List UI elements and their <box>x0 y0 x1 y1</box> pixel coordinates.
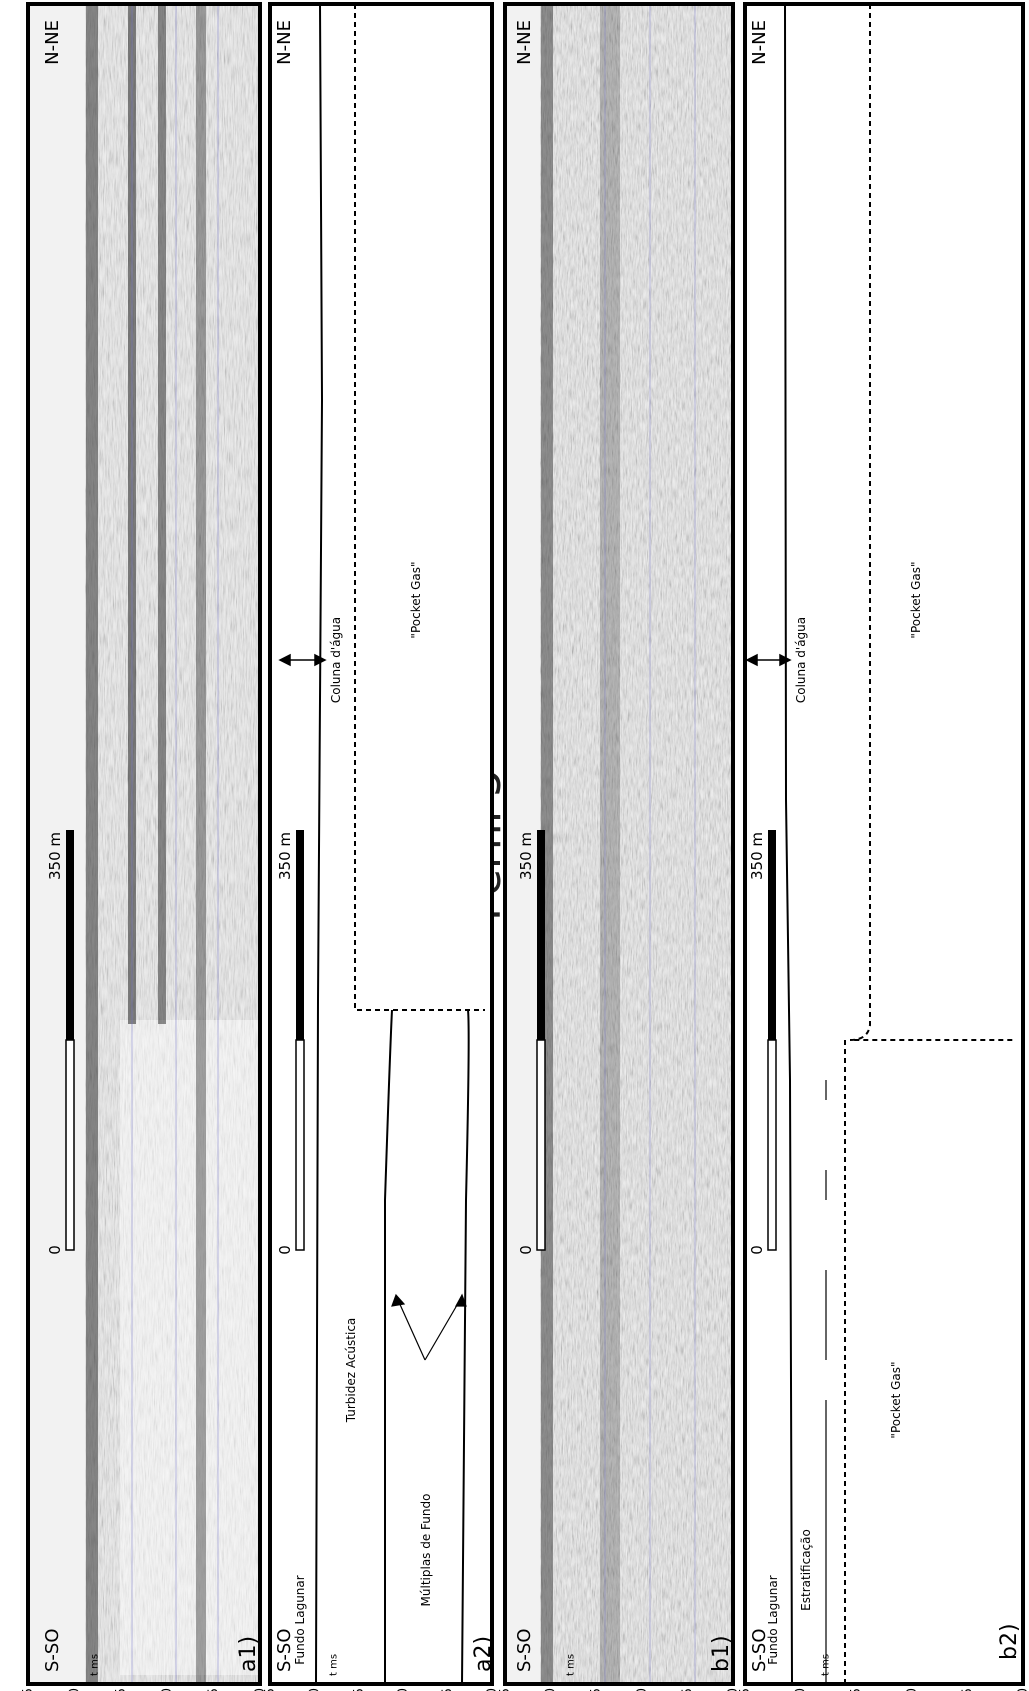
time-tick-label: 30 <box>253 1688 268 1691</box>
time-tick-label: 20 <box>396 1688 411 1691</box>
bottom-multiple-line <box>461 1009 470 1685</box>
time-tick-label: 30 <box>485 1688 500 1691</box>
panel-b1: 350 m 0 N-NE S-SO b1) <box>503 2 735 1686</box>
time-tick-label: 30 <box>1016 1688 1029 1691</box>
time-tick-label: 20 <box>160 1688 175 1691</box>
fundo-lagunar-label-b2: Fundo Lagunar <box>766 1575 780 1664</box>
time-tick-label: 30 <box>726 1688 741 1691</box>
panel-label-b2: b2) <box>997 1623 1022 1660</box>
time-tick-label: 15 <box>589 1688 604 1691</box>
time-tick-label: 10 <box>544 1688 559 1691</box>
time-tick-label: 10 <box>794 1688 809 1691</box>
pocket-gas-label-b2-right: "Pocket Gas" <box>909 561 923 638</box>
panel-label-a1: a1) <box>236 1636 261 1672</box>
coluna-label-b2: Coluna d'água <box>794 617 808 703</box>
scale-bar-start-label-b2: 0 <box>748 1245 766 1255</box>
orientation-nne-b1: N-NE <box>514 20 535 65</box>
panel-label-b1: b1) <box>709 1635 734 1672</box>
lagoon-bottom-line <box>315 3 324 1685</box>
panel-b2: 350 m 0 N-NE S-SO Fundo Lagunar Estratif… <box>743 2 1025 1686</box>
time-tick-label: 5 <box>21 1688 36 1691</box>
time-axis-unit: t ms <box>820 1654 831 1676</box>
time-tick-label: 5 <box>498 1688 513 1691</box>
water-column-arrow <box>278 653 327 667</box>
pocket-gas-label: "Pocket Gas" <box>409 561 423 638</box>
estratificacao-label: Estratificação <box>799 1529 813 1611</box>
turbidez-label: Turbidez Acústica <box>344 1318 358 1424</box>
time-tick-label: 25 <box>960 1688 975 1691</box>
scale-bar-end-label-b1: 350 m <box>517 832 535 880</box>
time-tick-label: 15 <box>352 1688 367 1691</box>
time-tick-label: 15 <box>849 1688 864 1691</box>
time-tick-label: 10 <box>67 1688 82 1691</box>
scale-bar-start-label: 0 <box>46 1245 64 1255</box>
time-axis-unit: t ms <box>90 1654 101 1676</box>
time-axes: 5 10 15 20 25 30 t ms 5 10 15 20 25 30 t ms 5 10 15 20 25 3… <box>21 1654 1029 1691</box>
time-tick-label: 25 <box>680 1688 695 1691</box>
scale-bar-start-label-b1: 0 <box>517 1245 535 1255</box>
scale-bar-end-label-b2: 350 m <box>748 832 766 880</box>
time-tick-label: 15 <box>114 1688 129 1691</box>
orientation-nne-b2: N-NE <box>749 20 770 65</box>
orientation-nne-a2: N-NE <box>274 20 295 65</box>
multiplas-label: Múltiplas de Fundo <box>419 1494 433 1607</box>
time-tick-label: 20 <box>635 1688 650 1691</box>
coluna-label: Coluna d'água <box>329 617 343 703</box>
orientation-sso-b2: S-SO <box>749 1628 770 1672</box>
scale-bar-start-label-a2: 0 <box>276 1245 294 1255</box>
time-tick-label: 20 <box>905 1688 920 1691</box>
orientation-sso: S-SO <box>42 1628 63 1672</box>
orientation-sso-a2: S-SO <box>274 1628 295 1672</box>
time-tick-label: 25 <box>441 1688 456 1691</box>
orientation-nne: N-NE <box>42 20 63 65</box>
fundo-lagunar-label: Fundo Lagunar <box>293 1575 307 1664</box>
time-tick-label: 25 <box>207 1688 222 1691</box>
time-tick-label: 5 <box>738 1688 753 1691</box>
panel-a2: 350 m 0 N-NE S-SO Fundo Lagunar Turbidez… <box>268 2 496 1686</box>
panel-a1: 350 m 0 N-NE S-SO a1) <box>26 2 262 1686</box>
time-tick-label: 10 <box>307 1688 322 1691</box>
gas-pocket-boundary <box>354 4 485 1011</box>
time-tick-label: 5 <box>263 1688 278 1691</box>
panel-label-a2: a2) <box>471 1636 496 1672</box>
pocket-gas-label-b2-left: "Pocket Gas" <box>889 1361 903 1438</box>
lagoon-bottom-line-b2 <box>784 3 793 1685</box>
water-column-arrow-b2 <box>745 653 792 667</box>
scale-bar-end-label-a2: 350 m <box>276 832 294 880</box>
scale-bar-end-label: 350 m <box>46 832 64 880</box>
time-axis-unit: t ms <box>565 1654 576 1676</box>
orientation-sso-b1: S-SO <box>514 1628 535 1672</box>
gas-pocket-boundary-b2 <box>849 4 1015 1041</box>
acoustic-turbidity-line <box>384 1009 393 1684</box>
time-axis-unit: t ms <box>329 1654 340 1676</box>
multiples-arrows <box>391 1293 467 1361</box>
